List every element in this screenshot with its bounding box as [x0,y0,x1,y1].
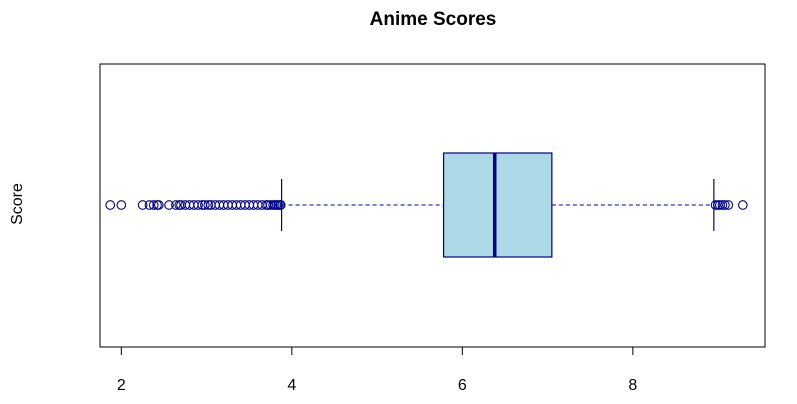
outlier-point [723,200,734,210]
iqr-box [442,152,553,258]
outlier-point [116,200,127,210]
chart-title: Anime Scores [370,9,497,30]
outlier-point [144,200,155,210]
x-tick-label: 8 [628,377,637,394]
x-tick-label: 4 [287,377,296,394]
outlier-point [153,200,164,210]
outlier-point [265,200,276,210]
outlier-point [203,200,214,210]
x-tick-label: 2 [117,377,126,394]
outlier-point [710,200,721,210]
y-axis-label: Score [9,183,26,225]
outlier-point [137,200,148,210]
outlier-point [171,200,181,210]
outlier-point [275,200,286,210]
outlier-point [200,200,210,210]
outlier-point [717,200,728,210]
outlier-point [148,200,159,210]
outlier-point [105,200,116,210]
outlier-point [193,200,203,210]
outlier-point [164,200,174,210]
x-tick-label: 6 [458,377,467,394]
outlier-point [720,200,730,210]
outlier-point [737,200,748,210]
